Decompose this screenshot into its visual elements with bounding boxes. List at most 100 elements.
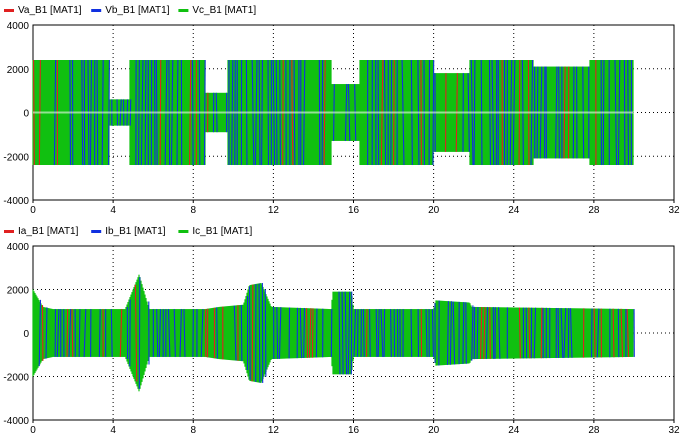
series-ib-stroke [596,308,600,358]
y-tick-label: -4000 [3,416,29,427]
x-tick-label: 32 [668,205,680,216]
series-ib-stroke [315,308,318,358]
series-ib-stroke [560,308,564,358]
series-ia-stroke [483,307,486,359]
series-ib-stroke [410,309,413,357]
x-tick-label: 24 [508,425,520,436]
x-tick-label: 20 [428,205,440,216]
y-tick-label: 0 [23,329,29,340]
legend-label: Vc_B1 [MAT1] [192,5,256,16]
series-ia-stroke [119,309,123,357]
series-ib-stroke [216,307,218,359]
legend-label: Vb_B1 [MAT1] [105,5,170,16]
legend-swatch [91,9,102,12]
series-waveforms [32,59,634,166]
x-tick-label: 28 [588,205,600,216]
x-tick-label: 20 [428,425,440,436]
series-ib-stroke [462,302,465,364]
series-ib-stroke [98,309,101,357]
chart-panel-1: 0 4 8 12 16 20 24 28 32 4000 2000 0 -2000 -4000 Va_B1 … [3,5,680,216]
series-waveforms [32,274,635,392]
y-tick-label: 4000 [7,242,30,253]
series-ib-stroke [377,309,380,357]
series-ia-stroke [626,308,630,358]
x-tick-label: 8 [190,425,196,436]
y-tick-label: -2000 [3,152,29,163]
series-ib-stroke [156,309,159,357]
tick-labels: 0 4 8 12 16 20 24 28 32 4000 2000 0 -2000 -4000 [3,21,680,216]
legend-swatch [91,230,102,233]
legend: Ia_B1 [MAT1] Ib_B1 [MAT1] Ic_B1 [MAT1] [4,226,252,237]
series-ia-stroke [489,307,491,359]
series-ib-stroke [45,307,48,359]
series-ib-stroke [158,309,161,357]
x-tick-label: 12 [268,205,280,216]
series-ib-stroke [338,291,341,375]
series-ia-stroke [479,306,483,360]
x-tick-label: 12 [268,425,280,436]
series-ib-stroke [446,301,449,365]
legend-label: Va_B1 [MAT1] [18,5,82,16]
series-ib-stroke [380,309,384,357]
series-ib-stroke [68,309,72,357]
series-ib-stroke [173,309,176,357]
series-ib-stroke [276,307,279,359]
x-tick-label: 4 [110,205,116,216]
series-ia-stroke [71,309,74,357]
x-tick-label: 16 [348,425,360,436]
series-ib-stroke [485,307,489,359]
series-ib-stroke [362,309,365,357]
series-ib-stroke [264,289,267,377]
series-ia-stroke [66,309,69,357]
x-tick-label: 16 [348,205,360,216]
y-tick-label: -4000 [3,196,29,207]
series-ib-stroke [110,309,113,357]
series-ib-stroke [369,309,371,357]
series-ib-stroke [56,309,60,357]
series-ib-stroke [248,286,251,380]
series-ia-stroke [593,308,596,358]
series-ia-stroke [612,308,615,358]
legend-label: Ia_B1 [MAT1] [18,226,79,237]
series-ib-stroke [498,307,501,359]
y-tick-label: 4000 [7,21,30,32]
legend-swatch [4,9,14,12]
series-ib-stroke [563,308,567,358]
series-ib-stroke [303,308,305,358]
x-tick-label: 32 [668,425,680,436]
series-ia-stroke [518,307,521,359]
tick-labels: 0 4 8 12 16 20 24 28 32 4000 2000 0 -2000 -4000 [3,242,680,436]
series-ib-stroke [452,301,456,365]
series-ib-stroke [569,308,573,358]
x-tick-label: 0 [30,205,36,216]
legend-swatch [178,230,189,233]
series-ib-stroke [278,307,282,359]
series-ib-stroke [533,307,537,359]
series-ib-stroke [167,309,171,357]
x-tick-label: 0 [30,425,36,436]
legend-label: Ic_B1 [MAT1] [192,226,252,237]
series-ib-stroke [179,309,182,357]
series-ib-stroke [83,309,87,357]
series-ib-stroke [471,305,474,361]
series-ib-stroke [347,291,351,375]
legend: Va_B1 [MAT1] Vb_B1 [MAT1] Vc_B1 [MAT1] [4,5,256,16]
series-ib-stroke [449,301,453,365]
x-tick-label: 24 [508,205,520,216]
y-tick-label: 2000 [7,286,30,297]
series-ia-stroke [306,308,309,358]
chart-panel-2: 0 4 8 12 16 20 24 28 32 4000 2000 0 -2000 -4000 Ia_B1 … [3,226,680,436]
legend-label: Ib_B1 [MAT1] [105,226,166,237]
series-ia-stroke [311,308,314,358]
series-ib-stroke [299,307,303,359]
y-tick-label: -2000 [3,373,29,384]
y-tick-label: 0 [23,109,29,120]
x-tick-label: 28 [588,425,600,436]
series-ia-stroke [308,308,312,358]
series-ia-stroke [528,307,531,359]
series-ia-stroke [540,307,543,359]
series-ib-stroke [476,306,479,360]
series-ib-stroke [78,309,81,357]
